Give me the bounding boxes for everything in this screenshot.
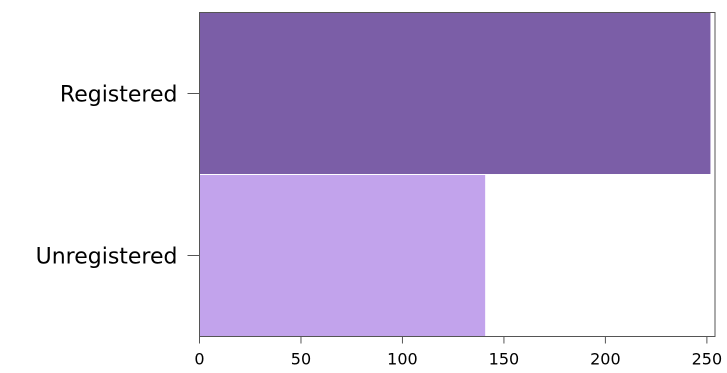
bar-unregistered [199,174,487,337]
x-tick-label: 150 [489,350,520,369]
x-tick-label: 50 [291,350,311,369]
x-tick-label: 250 [692,350,723,369]
y-tick-label: Registered [60,83,178,108]
x-tick-label: 100 [387,350,418,369]
x-tick-label: 0 [194,350,204,369]
bar-registered [199,12,712,175]
x-tick-label: 200 [590,350,621,369]
y-tick-label: Unregistered [36,245,178,270]
plot-frame [199,12,716,337]
